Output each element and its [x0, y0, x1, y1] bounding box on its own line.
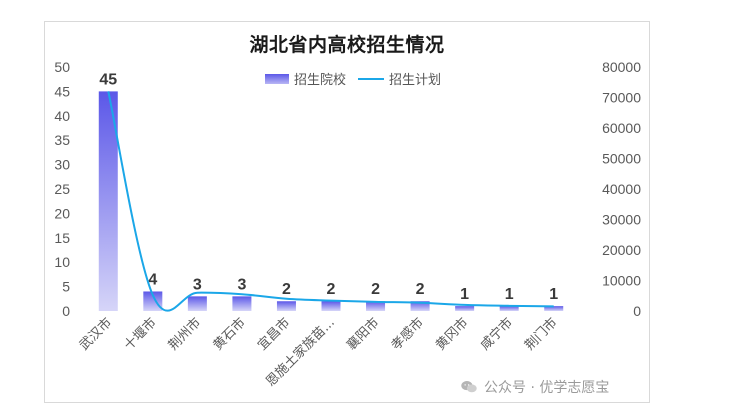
left-tick-label: 30	[54, 157, 70, 173]
line-path	[107, 91, 554, 312]
chart-legend: 招生院校 招生计划	[265, 69, 453, 88]
bar	[455, 306, 475, 311]
x-tick-label: 荆州市	[165, 315, 204, 354]
left-tick-label: 15	[54, 230, 70, 246]
bar	[321, 301, 341, 311]
legend-item-line[interactable]: 招生计划	[358, 69, 441, 88]
x-tick-label: 荆门市	[522, 315, 561, 354]
right-tick-label: 60000	[602, 120, 641, 136]
bar-data-label: 1	[460, 286, 469, 303]
right-tick-label: 0	[633, 303, 641, 319]
watermark: 公众号 · 优学志愿宝	[460, 377, 609, 397]
right-tick-label: 70000	[602, 90, 641, 106]
x-tick-label: 黄石市	[210, 315, 249, 354]
left-tick-label: 40	[54, 108, 70, 124]
legend-swatch-line	[358, 77, 385, 80]
x-tick-label: 襄阳市	[343, 315, 382, 354]
left-tick-label: 45	[54, 83, 70, 99]
bar-data-label: 2	[371, 281, 380, 298]
legend-label-line: 招生计划	[389, 73, 442, 88]
bar	[143, 291, 163, 311]
x-tick-label: 黄冈市	[433, 315, 472, 354]
x-tick-label: 宜昌市	[254, 315, 293, 354]
legend-item-bar[interactable]: 招生院校	[265, 69, 346, 88]
watermark-text: 公众号 · 优学志愿宝	[484, 380, 610, 396]
left-tick-label: 0	[62, 303, 70, 319]
right-tick-label: 10000	[602, 273, 641, 289]
bar-data-label: 1	[549, 286, 558, 303]
bar	[366, 301, 386, 311]
legend-label-bar: 招生院校	[294, 73, 347, 88]
bar-data-label: 3	[237, 276, 246, 293]
left-tick-label: 35	[54, 132, 70, 148]
right-tick-label: 40000	[602, 181, 641, 197]
left-tick-label: 20	[54, 205, 70, 221]
bar-data-labels: 45 4 3 3 2 2 2 2 1 1 1	[99, 71, 558, 303]
bar	[232, 296, 252, 311]
bar-data-label: 2	[327, 281, 336, 298]
bar-series	[98, 91, 564, 312]
bar	[544, 306, 564, 311]
line-series	[107, 91, 554, 312]
wechat-icon	[461, 381, 477, 393]
bar-data-label: 45	[99, 71, 117, 88]
bar-data-label: 3	[193, 276, 202, 293]
bar	[98, 91, 118, 312]
left-axis: 0 5 10 15 20 25 30 35 40 45 50	[54, 59, 70, 319]
left-tick-label: 10	[54, 254, 70, 270]
x-tick-label: 十堰市	[121, 315, 160, 354]
x-tick-label: 武汉市	[76, 315, 115, 354]
right-tick-label: 80000	[602, 59, 641, 75]
bar-data-label: 1	[505, 286, 514, 303]
chart-title: 湖北省内高校招生情况	[249, 34, 445, 56]
bar	[499, 306, 519, 311]
bar	[410, 301, 430, 311]
right-tick-label: 50000	[602, 151, 641, 167]
left-tick-label: 5	[62, 279, 70, 295]
left-tick-label: 50	[54, 59, 70, 75]
bar-data-label: 2	[416, 281, 425, 298]
chart-frame	[44, 21, 650, 403]
bar	[187, 296, 207, 311]
right-axis: 0 10000 20000 30000 40000 50000 60000 70000 8000…	[602, 59, 641, 319]
left-tick-label: 25	[54, 181, 70, 197]
bar	[276, 301, 296, 311]
x-tick-label: 孝感市	[388, 315, 427, 354]
right-tick-label: 20000	[602, 242, 641, 258]
bar-data-label: 4	[148, 271, 157, 288]
bar-data-label: 2	[282, 281, 291, 298]
legend-swatch-bar	[265, 73, 289, 84]
x-tick-label: 咸宁市	[477, 315, 516, 354]
right-tick-label: 30000	[602, 212, 641, 228]
